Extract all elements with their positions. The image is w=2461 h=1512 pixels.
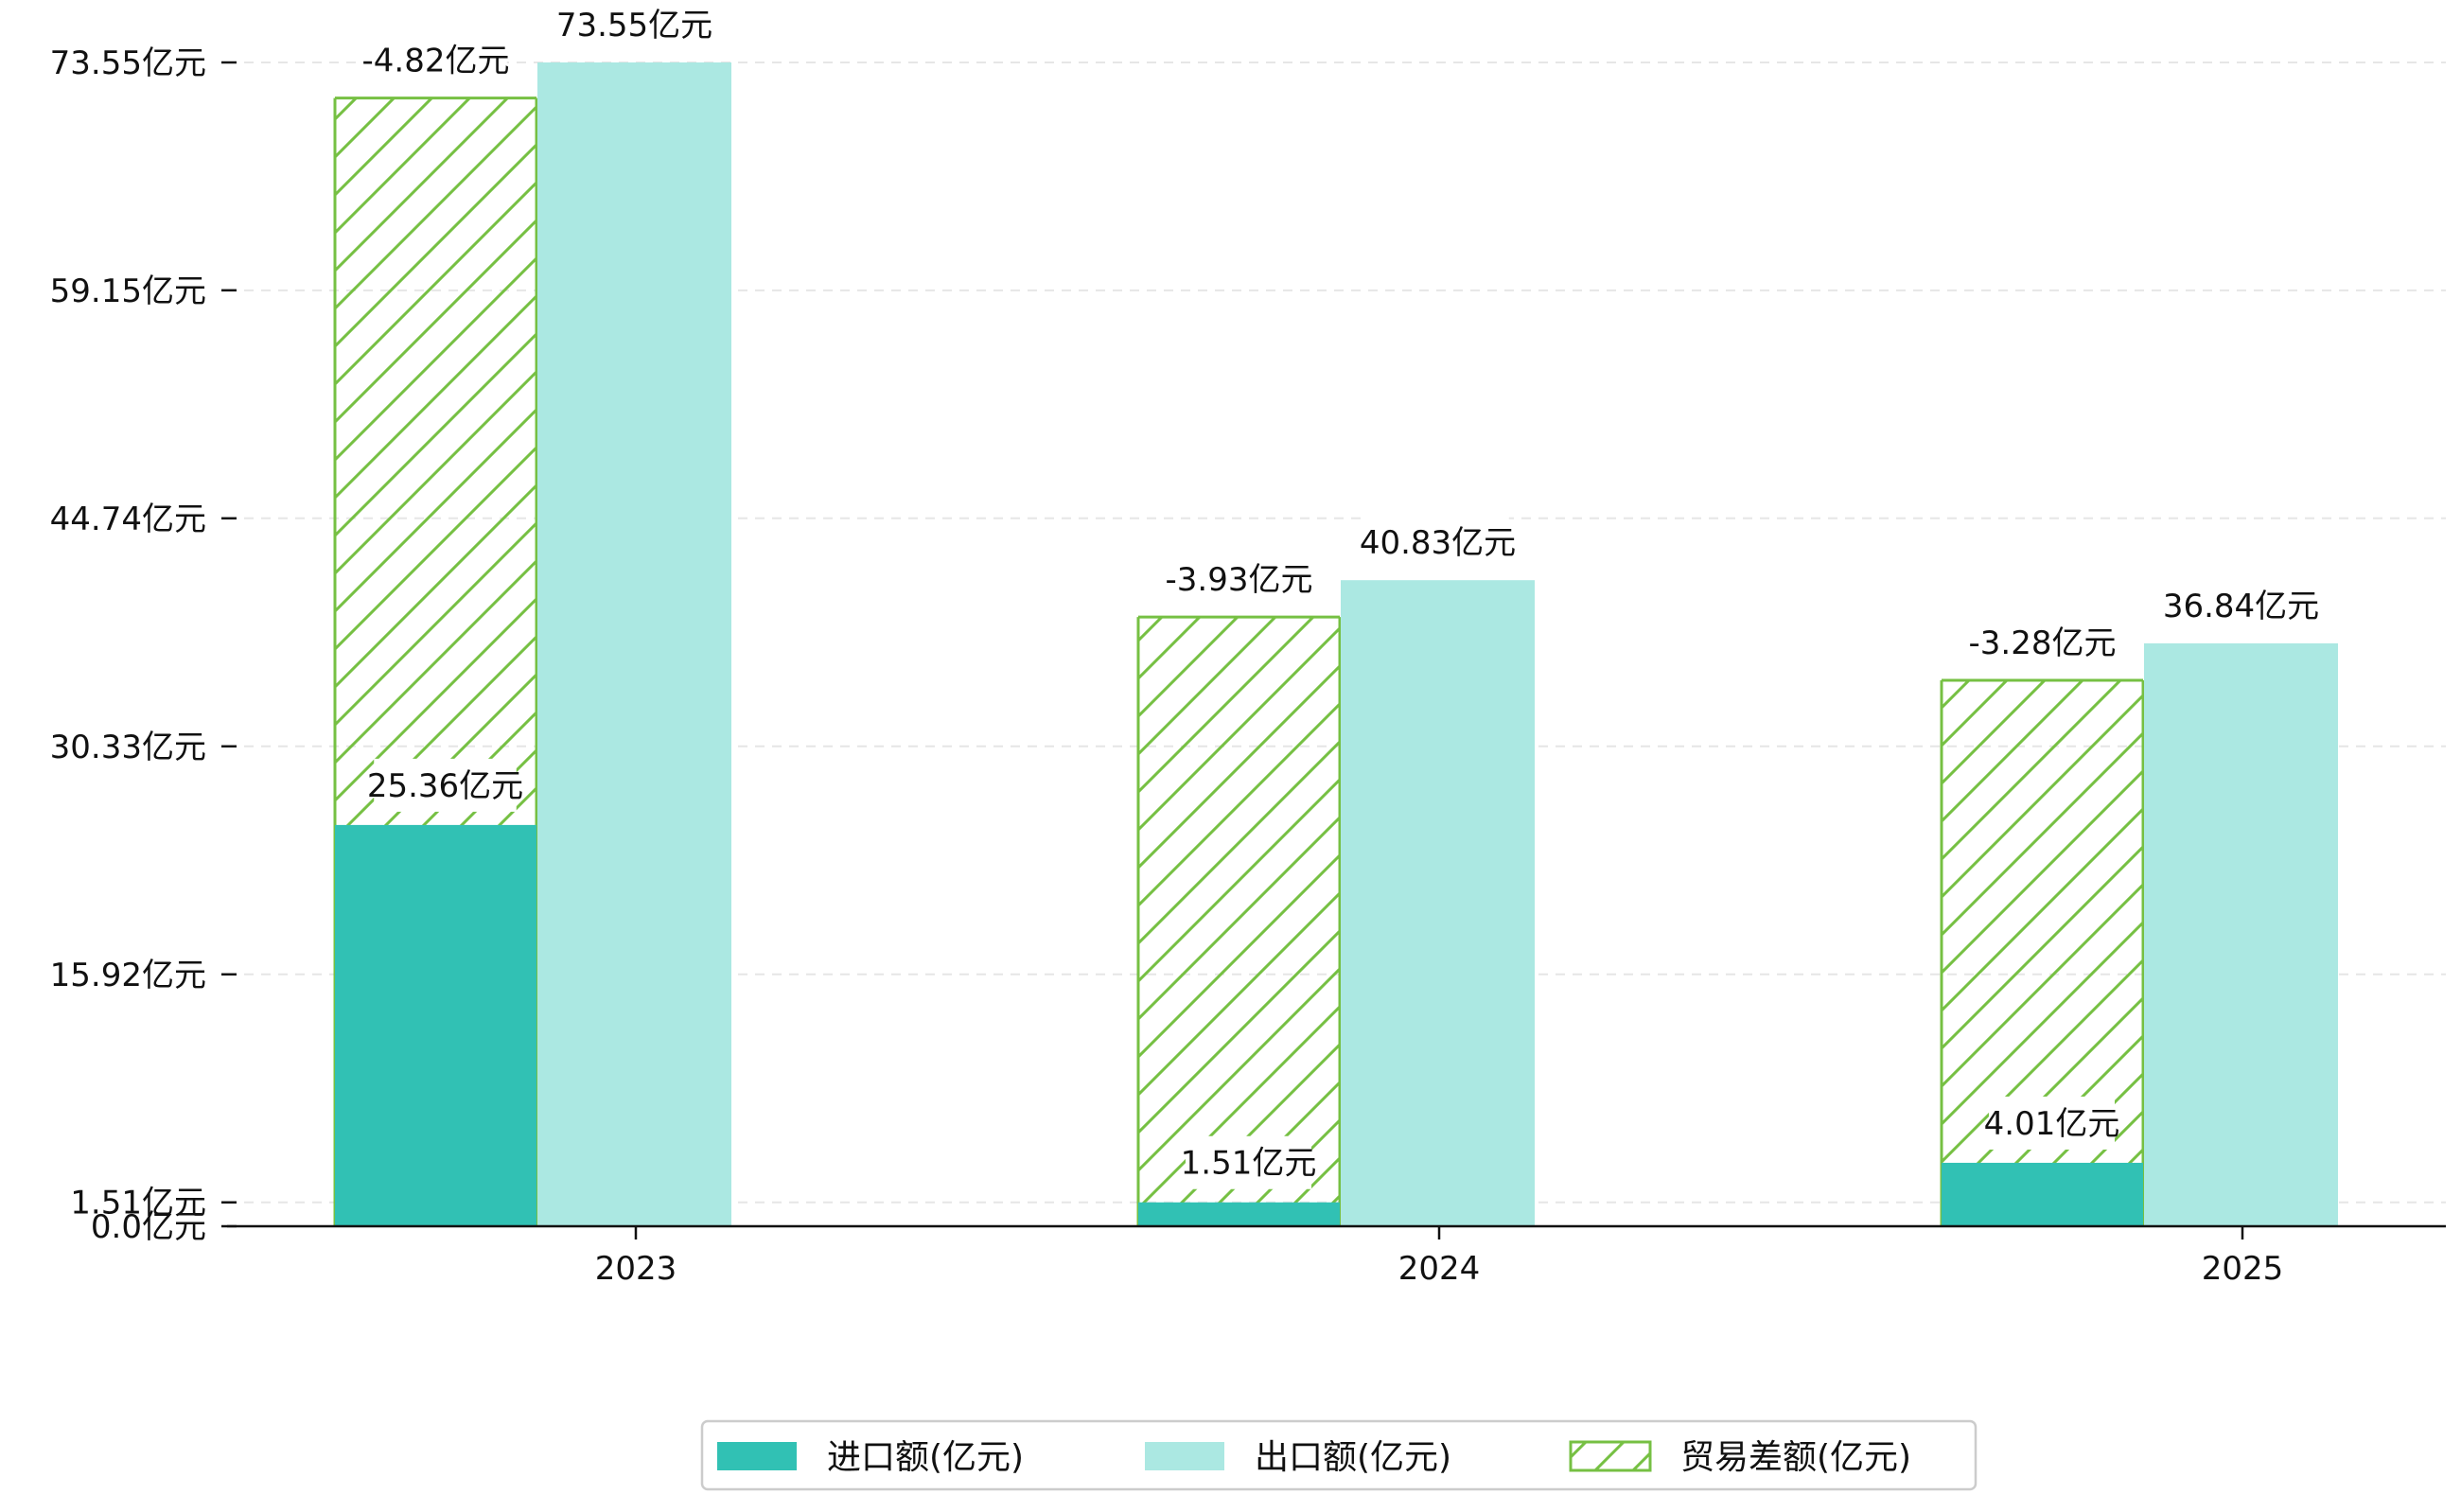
y-tick-label: 0.0亿元 xyxy=(91,1208,206,1246)
legend-item-export: 出口额(亿元) xyxy=(1255,1438,1451,1477)
x-tick-label: 2025 xyxy=(2202,1250,2284,1288)
y-tick-label: 15.92亿元 xyxy=(50,957,206,994)
export-bar xyxy=(2144,642,2338,1226)
legend-box xyxy=(700,1419,1978,1491)
x-tick-label: 2024 xyxy=(1398,1250,1481,1288)
y-tick-label: 59.15亿元 xyxy=(50,273,206,310)
y-tick-label: 44.74亿元 xyxy=(50,501,206,538)
import-label: 25.36亿元 xyxy=(367,767,523,805)
trade-balance-label: -4.82亿元 xyxy=(362,43,510,80)
export-label: 40.83亿元 xyxy=(1360,524,1516,562)
legend-swatch xyxy=(1145,1442,1224,1470)
legend-item-trade-balance: 贸易差额(亿元) xyxy=(1680,1438,1911,1477)
import-bar xyxy=(1138,1202,1340,1226)
x-tick-label: 2023 xyxy=(595,1250,677,1288)
import-bar xyxy=(1942,1162,2143,1226)
trade-balance-label: -3.28亿元 xyxy=(1969,624,2117,662)
export-label-bg xyxy=(2170,578,2312,632)
export-label: 73.55亿元 xyxy=(556,7,712,44)
import-label-bg xyxy=(1989,1096,2115,1150)
import-label-bg xyxy=(1186,1135,1311,1189)
import-label-bg xyxy=(374,758,517,812)
data-labels-layer: -4.82亿元 73.55亿元 25.36亿元 -3.93亿元 40.83亿元 1.51亿… xyxy=(362,0,2319,1189)
export-bar xyxy=(1341,580,1535,1226)
legend: 进口额(亿元) 出口额(亿元) 贸易差额(亿元) xyxy=(700,1419,1978,1491)
y-tick-label: 30.33亿元 xyxy=(50,729,206,766)
y-tick-label: 1.51亿元 xyxy=(70,1185,206,1222)
trade-balance-label-bg xyxy=(1971,616,2114,670)
import-label: 4.01亿元 xyxy=(1984,1105,2120,1143)
y-tick-label: 73.55亿元 xyxy=(50,44,206,82)
export-label-bg xyxy=(563,0,706,51)
legend-swatch xyxy=(1569,1440,1652,1472)
export-label: 36.84亿元 xyxy=(2163,588,2319,625)
trade-balance-label: -3.93亿元 xyxy=(1166,561,1313,599)
import-bar xyxy=(335,824,536,1226)
trade-balance-bar xyxy=(1138,617,1340,1226)
trade-balance-label-bg xyxy=(364,33,507,87)
legend-swatch xyxy=(717,1442,797,1470)
export-bar xyxy=(537,62,731,1226)
import-label: 1.51亿元 xyxy=(1181,1145,1317,1183)
export-label-bg xyxy=(1366,516,1509,570)
legend-item-import: 进口额(亿元) xyxy=(827,1438,1024,1477)
axes-layer: 0.0亿元1.51亿元15.92亿元30.33亿元44.74亿元59.15亿元7… xyxy=(50,44,2446,1288)
trade-balance-label-bg xyxy=(1168,553,1310,607)
